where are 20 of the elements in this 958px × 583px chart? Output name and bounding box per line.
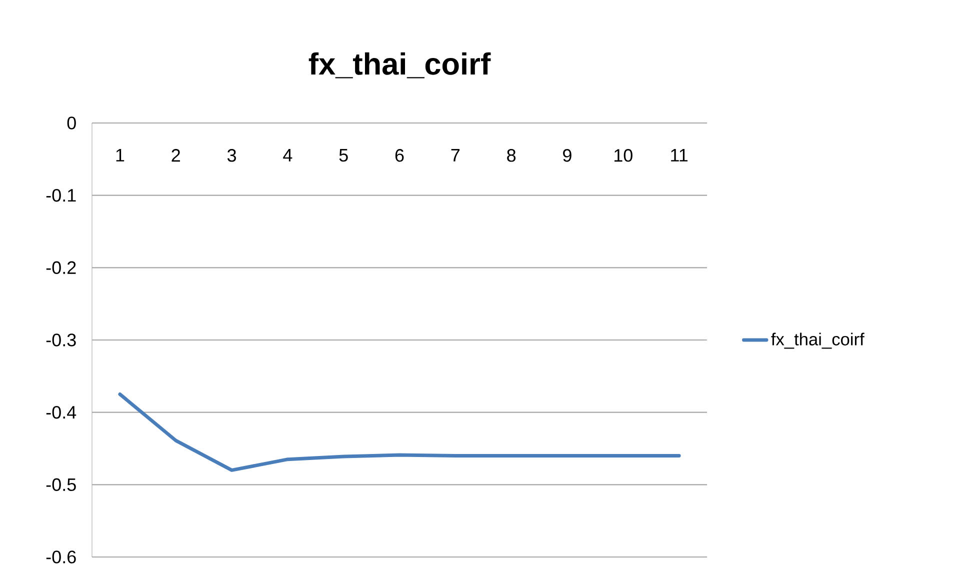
x-tick-label: 7 [451,149,460,162]
y-tick-label: -0.3 [46,334,76,346]
x-tick-label: 5 [339,149,348,162]
x-tick-label: 11 [671,149,688,162]
x-tick-label: 4 [283,149,292,162]
y-tick-label: -0.6 [46,550,76,564]
chart-title: fx_thai_coirf [308,52,491,78]
y-tick-label: -0.1 [46,188,76,202]
y-tick-label: -0.2 [46,261,76,274]
y-tick-label: -0.5 [46,478,76,492]
y-tick-label: -0.4 [46,406,76,419]
legend-label: fx_thai_coirf [771,332,864,349]
x-tick-label: 9 [563,149,572,162]
x-tick-label: 8 [507,149,516,162]
x-tick-label: 3 [227,149,236,162]
y-tick-label: 0 [67,116,76,130]
x-tick-label: 2 [172,149,180,162]
x-tick-label: 1 [116,149,124,162]
x-tick-label: 6 [395,149,404,162]
x-tick-label: 10 [614,149,632,162]
